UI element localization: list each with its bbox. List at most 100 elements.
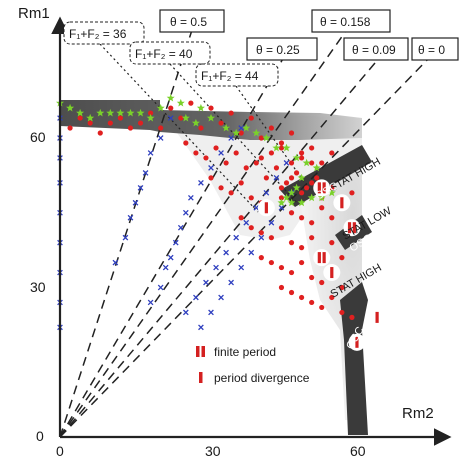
point-star-20 bbox=[252, 128, 261, 137]
point-circle-93 bbox=[329, 185, 335, 191]
point-x-9 bbox=[112, 259, 119, 266]
point-star-14 bbox=[191, 118, 200, 127]
point-x-45 bbox=[228, 279, 234, 286]
y-tick-0: 0 bbox=[36, 428, 44, 444]
point-circle-75 bbox=[117, 115, 123, 121]
point-circle-18 bbox=[213, 145, 219, 151]
point-x-30 bbox=[238, 125, 245, 131]
sum-label-1: F₁+F₂ = 40 bbox=[135, 47, 193, 61]
axes: Rm1 Rm2 0 30 60 0 30 60 bbox=[18, 5, 452, 459]
point-circle-83 bbox=[288, 160, 295, 166]
point-x-12 bbox=[132, 199, 139, 206]
point-circle-49 bbox=[309, 235, 315, 241]
point-x-24 bbox=[182, 209, 189, 216]
point-star-9 bbox=[146, 113, 155, 122]
point-star-36 bbox=[327, 188, 336, 197]
point-circle-15 bbox=[183, 140, 189, 146]
point-circle-3 bbox=[198, 125, 204, 131]
point-circle-52 bbox=[339, 255, 345, 261]
point-circle-70 bbox=[67, 125, 73, 131]
series-double-bar bbox=[313, 179, 361, 267]
point-circle-19 bbox=[223, 160, 229, 166]
point-star-21 bbox=[262, 133, 271, 142]
point-star-8 bbox=[136, 108, 145, 117]
point-circle-47 bbox=[288, 240, 295, 246]
x-axis-title: Rm2 bbox=[402, 405, 434, 422]
point-star-35 bbox=[317, 193, 326, 202]
point-x-14 bbox=[142, 170, 149, 176]
theta-label-2: θ = 0.158 bbox=[320, 15, 371, 29]
point-x-35 bbox=[223, 249, 229, 256]
point-circle-31 bbox=[228, 190, 234, 196]
point-circle-23 bbox=[263, 175, 269, 181]
point-x-21 bbox=[167, 254, 174, 261]
point-circle-90 bbox=[299, 190, 305, 196]
point-star-22 bbox=[272, 143, 281, 152]
point-circle-53 bbox=[258, 255, 264, 261]
point-circle-80 bbox=[258, 155, 264, 161]
point-circle-91 bbox=[309, 180, 315, 186]
legend-marker-finite-period bbox=[196, 346, 205, 357]
point-star-28 bbox=[292, 183, 301, 192]
point-star-4 bbox=[96, 108, 105, 117]
point-circle-64 bbox=[299, 294, 305, 301]
point-circle-74 bbox=[107, 120, 113, 126]
point-circle-24 bbox=[273, 165, 280, 171]
point-circle-39 bbox=[309, 220, 315, 226]
point-circle-58 bbox=[309, 274, 315, 281]
point-circle-27 bbox=[304, 185, 310, 191]
point-circle-66 bbox=[319, 304, 325, 311]
point-x-39 bbox=[263, 189, 270, 196]
point-x-26 bbox=[198, 179, 204, 186]
point-circle-71 bbox=[77, 115, 83, 121]
y-axis-title: Rm1 bbox=[18, 5, 50, 22]
point-x-20 bbox=[162, 264, 169, 271]
x-tick-0: 0 bbox=[56, 443, 64, 459]
point-circle-76 bbox=[127, 125, 134, 131]
point-star-30 bbox=[282, 193, 291, 202]
point-x-10 bbox=[122, 234, 129, 241]
point-star-26 bbox=[312, 163, 321, 172]
point-star-24 bbox=[292, 153, 301, 162]
point-x-27 bbox=[208, 165, 214, 171]
point-star-13 bbox=[181, 113, 190, 122]
point-star-15 bbox=[196, 103, 205, 112]
sum-box-1 bbox=[129, 41, 211, 65]
point-circle-72 bbox=[87, 120, 93, 126]
series-star bbox=[56, 93, 336, 207]
point-x-22 bbox=[172, 239, 179, 246]
point-single-bar-3 bbox=[368, 308, 386, 326]
legend-label-period-divergence: period divergence bbox=[214, 371, 310, 385]
theta-box-1 bbox=[246, 37, 318, 61]
point-x-16 bbox=[157, 135, 164, 141]
point-circle-12 bbox=[288, 130, 295, 136]
point-star-25 bbox=[302, 158, 311, 167]
point-x-33 bbox=[203, 279, 209, 286]
sum-box-0 bbox=[63, 21, 145, 45]
point-circle-16 bbox=[193, 150, 199, 156]
point-double-bar-0 bbox=[313, 179, 331, 197]
osc-band-3 bbox=[340, 282, 368, 435]
point-x-43 bbox=[208, 309, 214, 316]
point-circle-22 bbox=[253, 160, 259, 166]
point-circle-62 bbox=[278, 284, 285, 291]
point-circle-11 bbox=[278, 140, 285, 146]
point-x-42 bbox=[198, 324, 204, 331]
point-circle-46 bbox=[278, 225, 285, 231]
point-double-bar-1 bbox=[343, 219, 361, 237]
sum-label-0: F₁+F₂ = 36 bbox=[69, 27, 127, 41]
point-circle-40 bbox=[319, 205, 325, 211]
point-circle-20 bbox=[233, 150, 239, 156]
point-circle-81 bbox=[268, 150, 274, 156]
point-circle-48 bbox=[299, 245, 305, 251]
point-circle-7 bbox=[238, 130, 244, 136]
theta-label-1: θ = 0.25 bbox=[256, 43, 300, 57]
theta-box-3 bbox=[343, 37, 409, 61]
point-star-16 bbox=[207, 113, 215, 122]
point-x-44 bbox=[218, 294, 224, 301]
point-circle-79 bbox=[158, 125, 164, 131]
point-x-37 bbox=[243, 219, 250, 226]
point-star-34 bbox=[307, 193, 316, 202]
point-circle-14 bbox=[309, 160, 315, 166]
point-circle-54 bbox=[268, 259, 274, 266]
